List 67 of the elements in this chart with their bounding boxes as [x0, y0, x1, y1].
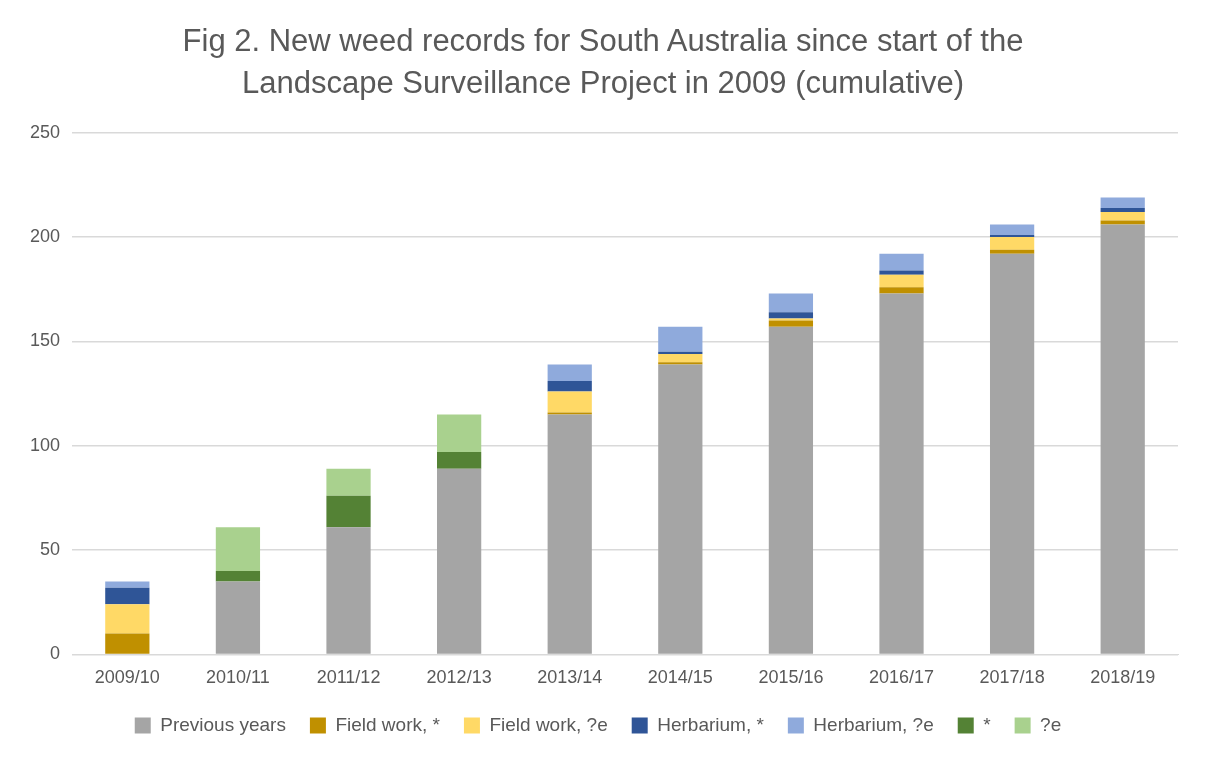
legend-label: Herbarium, *: [657, 713, 765, 735]
bar: [105, 587, 150, 605]
bar: [326, 527, 371, 654]
legend-label: ?e: [1040, 713, 1062, 735]
bar: [658, 362, 703, 365]
bar: [658, 351, 703, 354]
bar: [879, 270, 924, 275]
legend-label: Field work, *: [335, 713, 441, 735]
bar: [547, 414, 592, 654]
y-tick-label: 0: [50, 643, 61, 664]
bar: [326, 495, 371, 528]
bar: [105, 633, 150, 654]
legend-label: Previous years: [160, 713, 286, 735]
bar: [658, 364, 703, 654]
bar: [879, 287, 924, 294]
x-tick-label: 2014/15: [647, 667, 713, 688]
legend-label: Field work, ?e: [489, 713, 608, 735]
bar: [326, 468, 371, 496]
bar: [547, 364, 592, 382]
bar: [1100, 224, 1145, 654]
bar: [879, 293, 924, 654]
bar: [1100, 207, 1145, 213]
bar: [768, 320, 814, 327]
y-tick-label: 100: [29, 434, 61, 455]
bar: [1100, 197, 1145, 208]
bar: [989, 235, 1035, 238]
x-tick-label: 2009/10: [94, 667, 160, 688]
bar: [879, 274, 924, 288]
bar: [768, 318, 814, 321]
x-tick-label: 2017/18: [979, 667, 1045, 688]
bar: [658, 326, 703, 352]
bar: [215, 570, 261, 582]
bar: [437, 452, 482, 469]
bar: [547, 381, 592, 392]
bar: [989, 253, 1035, 654]
x-tick-label: 2010/11: [206, 667, 270, 688]
bar: [547, 412, 592, 415]
x-tick-label: 2012/13: [426, 667, 492, 688]
bar: [768, 293, 814, 313]
x-tick-label: 2015/16: [758, 667, 824, 688]
bar: [768, 312, 814, 319]
bar: [437, 468, 482, 654]
x-tick-label: 2016/17: [868, 667, 935, 688]
x-tick-label: 2011/12: [316, 667, 381, 688]
bar: [989, 249, 1035, 254]
bar: [547, 391, 592, 413]
bar: [879, 253, 924, 271]
chart-title: Fig 2. New weed records for South Australia since start of the Landscape Surveillance Project in 2009 (cumulative): [181, 22, 1025, 102]
y-tick-label: 250: [29, 121, 61, 142]
legend-label: Herbarium, ?e: [813, 713, 934, 735]
y-tick-label: 50: [40, 539, 61, 560]
bar: [768, 326, 814, 654]
bar: [989, 237, 1035, 250]
bar: [1100, 212, 1145, 221]
bar: [105, 581, 150, 588]
bar: [1100, 220, 1145, 225]
y-tick-label: 150: [29, 330, 61, 351]
y-tick-label: 200: [29, 226, 61, 247]
bar: [437, 414, 482, 453]
bar: [215, 581, 261, 654]
bar: [105, 604, 150, 634]
bar: [989, 224, 1035, 236]
x-tick-label: 2013/14: [537, 667, 603, 688]
legend-label: *: [983, 713, 992, 735]
x-tick-label: 2018/19: [1090, 667, 1156, 688]
bar: [658, 353, 703, 363]
bar: [215, 527, 261, 571]
